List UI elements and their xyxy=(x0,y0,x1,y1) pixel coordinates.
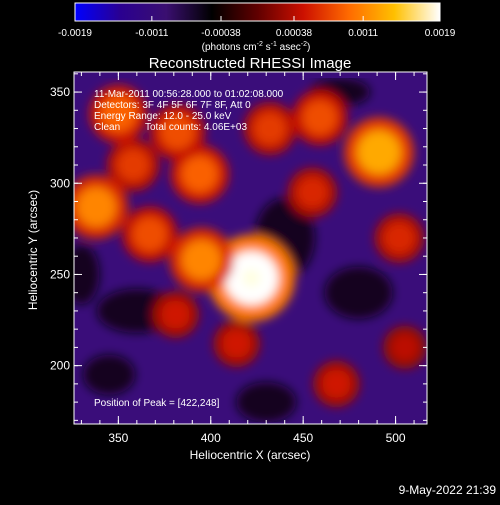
bright-source xyxy=(357,130,401,174)
bright-source xyxy=(76,187,117,227)
plot-date-label: 9-May-2022 21:39 xyxy=(399,483,497,497)
chart-title: Reconstructed RHESSI Image xyxy=(149,55,352,72)
plot-frame xyxy=(73,71,428,425)
axis-ticks: 350 400 450 500 200 250 300 350 xyxy=(50,72,427,445)
y-axis-label: Heliocentric Y (arcsec) xyxy=(26,190,40,310)
bright-source xyxy=(297,176,328,208)
colorbar-unit-label: (photons cm-2 s-1 asec-2) xyxy=(202,41,311,53)
colorbar-tick-label: -0.0019 xyxy=(58,28,92,39)
colorbar-tick-label: 0.0011 xyxy=(348,28,378,39)
bright-source xyxy=(321,369,351,399)
dark-region xyxy=(74,244,100,305)
dark-region xyxy=(324,266,393,319)
dark-region xyxy=(83,354,136,395)
bright-source xyxy=(132,217,167,252)
colorbar-tick-label: 0.00038 xyxy=(276,28,313,39)
time-range-label: 11-Mar-2011 00:56:28.000 to 01:02:08.000 xyxy=(94,89,284,100)
bright-source xyxy=(181,156,218,193)
x-tick-label: 400 xyxy=(201,431,221,445)
x-axis-label: Heliocentric X (arcsec) xyxy=(190,448,311,462)
bright-source xyxy=(100,95,137,133)
x-tick-label: 350 xyxy=(108,431,128,445)
heatmap-image xyxy=(74,72,427,424)
x-tick-label: 500 xyxy=(386,431,406,445)
peak-source xyxy=(242,269,261,288)
energy-range-label: Energy Range: 12.0 - 25.0 keV xyxy=(94,111,232,122)
y-tick-label: 250 xyxy=(50,267,70,281)
y-tick-label: 300 xyxy=(50,176,70,190)
bright-source xyxy=(222,329,252,359)
peak-position-label: Position of Peak = [422,248] xyxy=(94,398,220,409)
dark-region xyxy=(236,382,297,423)
x-tick-label: 450 xyxy=(293,431,313,445)
colorbar-tick-label: -0.00038 xyxy=(201,28,241,39)
detectors-label: Detectors: 3F 4F 5F 6F 7F 8F, Att 0 xyxy=(94,100,251,111)
y-tick-label: 350 xyxy=(50,85,70,99)
colorbar xyxy=(74,2,441,22)
bright-source xyxy=(253,112,287,145)
clean-label: Clean xyxy=(94,122,120,133)
bright-source xyxy=(161,300,191,330)
bright-source xyxy=(181,239,222,280)
y-tick-label: 200 xyxy=(50,359,70,373)
colorbar-ticks: -0.0019 -0.0011 -0.00038 0.00038 0.0011 0.001… xyxy=(58,16,456,39)
bright-source xyxy=(160,114,195,150)
bright-source xyxy=(116,148,150,182)
colorbar-tick-label: 0.0019 xyxy=(425,28,456,39)
bright-source xyxy=(391,333,419,361)
total-counts-label: Total counts: 4.06E+03 xyxy=(145,122,247,133)
colorbar-tick-label: -0.0011 xyxy=(135,28,169,39)
bright-source xyxy=(302,100,338,135)
bright-source xyxy=(383,222,415,254)
